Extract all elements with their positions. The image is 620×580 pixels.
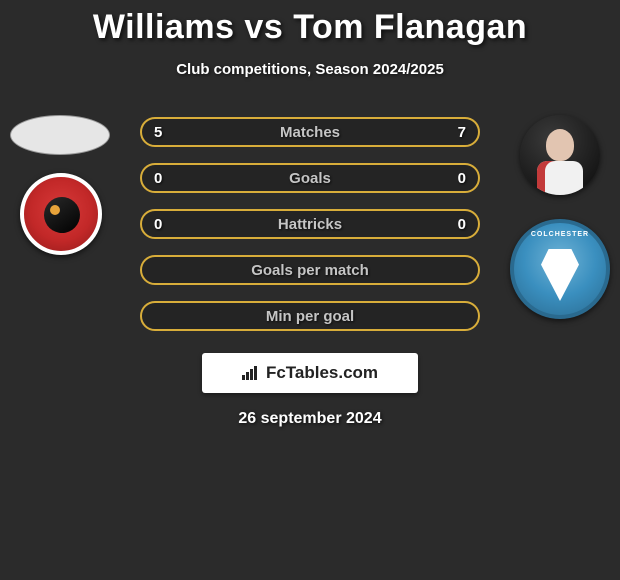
- page-title: Williams vs Tom Flanagan: [0, 0, 620, 47]
- player-left-column: [10, 115, 110, 255]
- stats-list: 5 Matches 7 0 Goals 0 0 Hattricks 0 Goal…: [140, 117, 480, 347]
- brand-text: FcTables.com: [266, 363, 378, 383]
- player-left-photo: [10, 115, 110, 155]
- stat-label: Goals: [289, 170, 331, 187]
- player-left-club-badge: [20, 173, 102, 255]
- brand-attribution: FcTables.com: [202, 353, 418, 393]
- stat-row-min-per-goal: Min per goal: [140, 301, 480, 331]
- player-right-column: [520, 115, 610, 319]
- stat-label: Hattricks: [278, 216, 342, 233]
- stat-right-value: 0: [458, 216, 466, 233]
- stat-row-goals-per-match: Goals per match: [140, 255, 480, 285]
- stat-right-value: 7: [458, 124, 466, 141]
- player-right-club-badge: [510, 219, 610, 319]
- stat-left-value: 5: [154, 124, 162, 141]
- season-subtitle: Club competitions, Season 2024/2025: [0, 61, 620, 78]
- comparison-date: 26 september 2024: [0, 410, 620, 428]
- stat-row-hattricks: 0 Hattricks 0: [140, 209, 480, 239]
- bar-chart-icon: [242, 366, 260, 380]
- stat-left-value: 0: [154, 170, 162, 187]
- player-right-photo: [520, 115, 600, 195]
- stat-row-matches: 5 Matches 7: [140, 117, 480, 147]
- stat-label: Goals per match: [251, 262, 369, 279]
- stat-label: Matches: [280, 124, 340, 141]
- stat-right-value: 0: [458, 170, 466, 187]
- stat-label: Min per goal: [266, 308, 354, 325]
- stat-row-goals: 0 Goals 0: [140, 163, 480, 193]
- stat-left-value: 0: [154, 216, 162, 233]
